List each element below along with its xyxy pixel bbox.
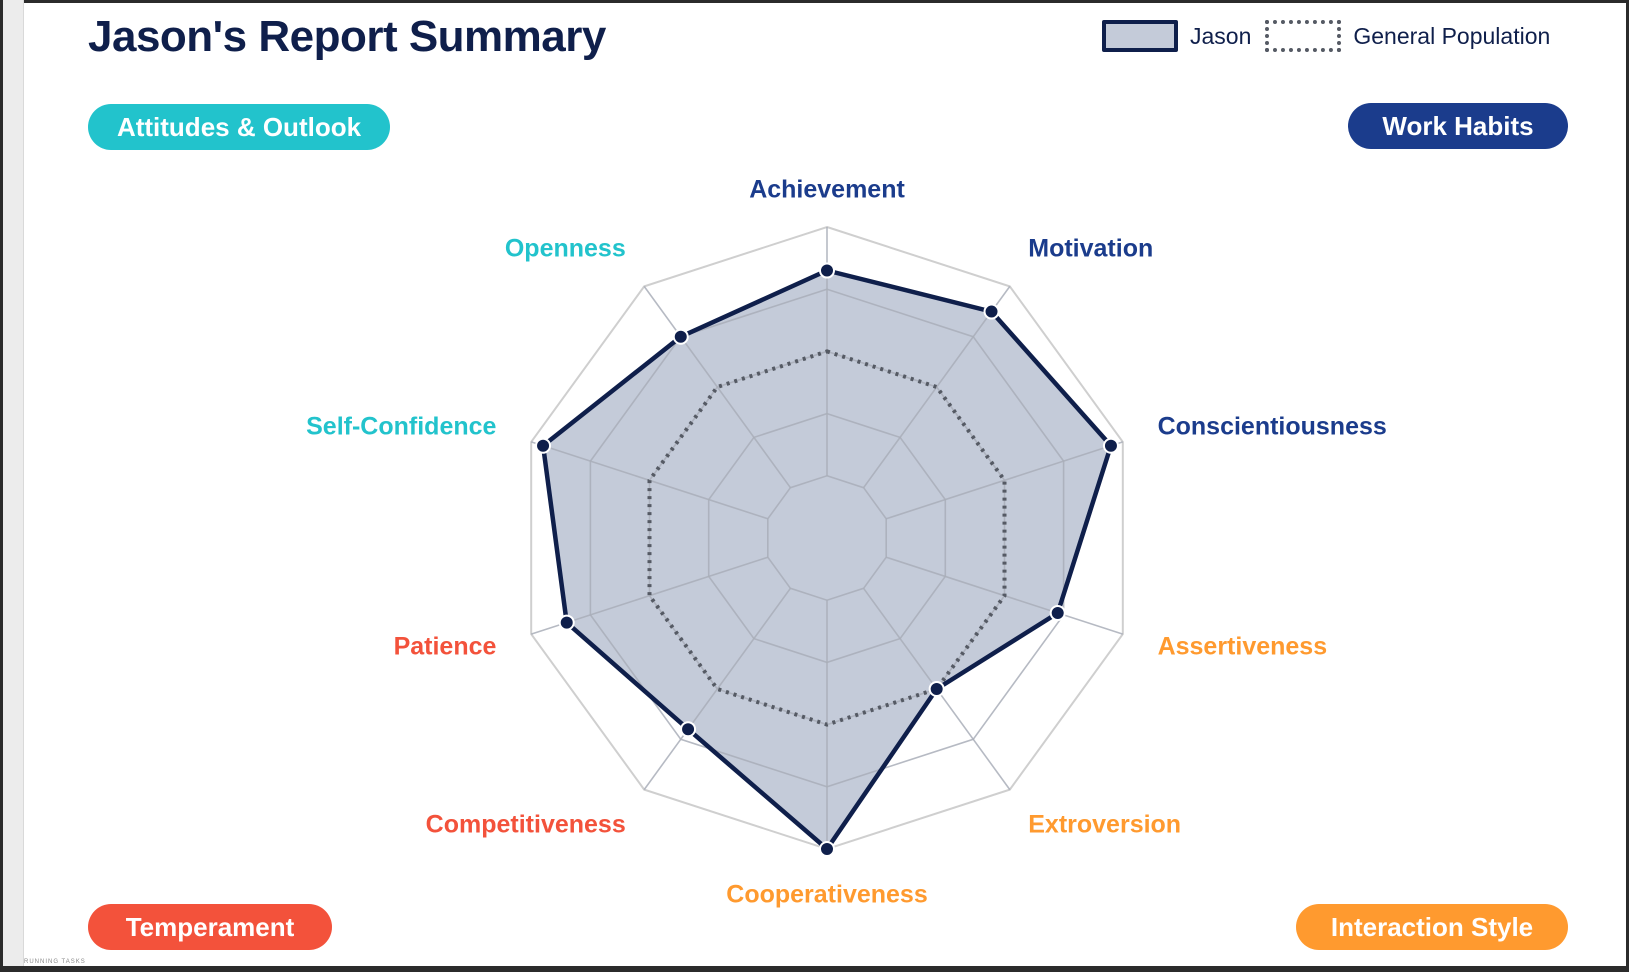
series-line-general-population — [647, 349, 1007, 727]
grid-spoke-10 — [643, 285, 792, 489]
data-point-jason-self-confidence — [535, 437, 552, 454]
data-point-jason-motivation — [983, 303, 1000, 320]
data-point-jason-achievement — [819, 262, 835, 279]
data-point-jason-extroversion — [928, 680, 945, 697]
axis-label-conscientiousness: Conscientiousness — [1158, 413, 1387, 441]
data-point-jason-conscientiousness — [1102, 437, 1119, 454]
legend-swatch-jason — [1102, 20, 1178, 52]
axis-label-openness: Openness — [505, 235, 626, 263]
axis-label-achievement: Achievement — [749, 176, 905, 204]
taskbar-text: RUNNING TASKS — [24, 959, 86, 965]
axis-label-self-confidence: Self-Confidence — [306, 413, 496, 441]
window-frame-left — [0, 0, 24, 972]
data-point-jason-patience — [558, 614, 575, 631]
data-point-jason-competitiveness — [680, 721, 697, 738]
grid-spoke-7 — [643, 587, 792, 791]
data-point-jason-openness — [672, 328, 689, 345]
axis-label-cooperativeness: Cooperativeness — [726, 881, 927, 909]
axis-label-extroversion: Extroversion — [1028, 811, 1181, 839]
window-frame-bottom — [0, 966, 1629, 972]
data-point-jason-assertiveness — [1049, 604, 1066, 621]
taskbar-strip: RUNNING TASKS — [24, 958, 454, 966]
category-pill-work-habits: Work Habits — [1348, 103, 1568, 149]
grid-spoke-3 — [885, 441, 1124, 520]
axis-label-assertiveness: Assertiveness — [1158, 633, 1328, 661]
axis-label-patience: Patience — [394, 633, 497, 661]
data-point-jason-cooperativeness — [819, 841, 835, 857]
category-pill-attitudes: Attitudes & Outlook — [88, 104, 390, 150]
window-frame-top — [0, 0, 1629, 3]
page-title: Jason's Report Summary — [88, 12, 606, 61]
window-frame-right — [1626, 0, 1629, 972]
legend-label-jason: Jason — [1190, 22, 1252, 49]
grid-spoke-2 — [862, 285, 1011, 489]
chart-legend: Jason General Population — [1102, 16, 1550, 56]
legend-label-general-population: General Population — [1353, 22, 1551, 49]
legend-swatch-general-population — [1265, 20, 1342, 52]
category-pill-interaction-style: Interaction Style — [1296, 904, 1568, 950]
category-pill-temperament: Temperament — [88, 904, 332, 950]
axis-label-competitiveness: Competitiveness — [426, 811, 626, 839]
axis-label-motivation: Motivation — [1028, 235, 1153, 263]
series-area-jason — [543, 270, 1111, 849]
